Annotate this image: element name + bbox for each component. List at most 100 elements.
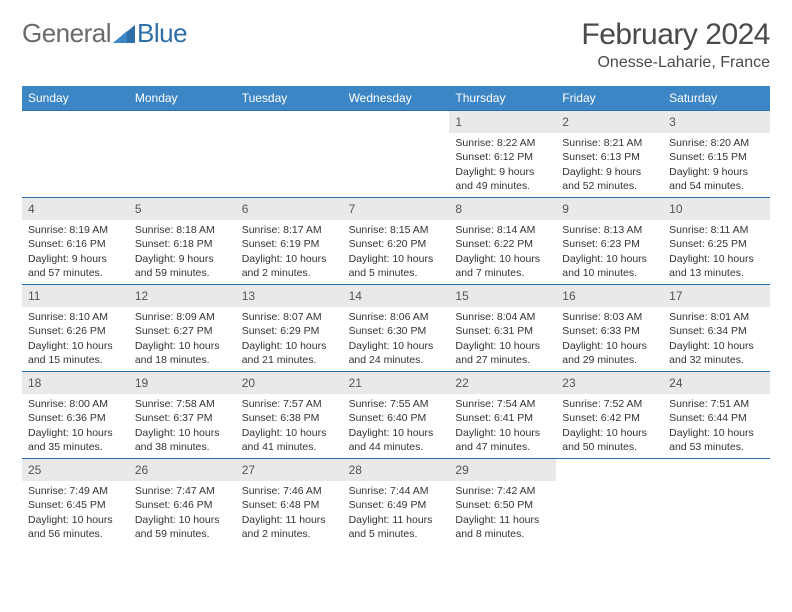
sunrise-line: Sunrise: 8:14 AM	[455, 223, 550, 237]
sunset-line: Sunset: 6:31 PM	[455, 324, 550, 338]
daylight-line: Daylight: 10 hours and 59 minutes.	[135, 513, 230, 541]
sunrise-line: Sunrise: 7:47 AM	[135, 484, 230, 498]
day-body: Sunrise: 7:54 AMSunset: 6:41 PMDaylight:…	[449, 394, 556, 458]
weeks-container: 1Sunrise: 8:22 AMSunset: 6:12 PMDaylight…	[22, 110, 770, 545]
sunset-line: Sunset: 6:46 PM	[135, 498, 230, 512]
dow-thursday: Thursday	[449, 86, 556, 110]
daylight-line: Daylight: 10 hours and 50 minutes.	[562, 426, 657, 454]
title-month: February 2024	[581, 18, 770, 52]
day-cell: 6Sunrise: 8:17 AMSunset: 6:19 PMDaylight…	[236, 198, 343, 284]
day-number: 17	[663, 285, 770, 307]
sunrise-line: Sunrise: 7:46 AM	[242, 484, 337, 498]
daylight-line: Daylight: 10 hours and 41 minutes.	[242, 426, 337, 454]
sunrise-line: Sunrise: 8:13 AM	[562, 223, 657, 237]
sunrise-line: Sunrise: 7:57 AM	[242, 397, 337, 411]
sunset-line: Sunset: 6:36 PM	[28, 411, 123, 425]
week-row: 18Sunrise: 8:00 AMSunset: 6:36 PMDayligh…	[22, 371, 770, 458]
day-cell: 26 Sunrise: 7:47 AMSunset: 6:46 PMDayligh…	[129, 459, 236, 545]
daylight-line: Daylight: 10 hours and 38 minutes.	[135, 426, 230, 454]
day-cell: 22Sunrise: 7:54 AMSunset: 6:41 PMDayligh…	[449, 372, 556, 458]
sunset-line: Sunset: 6:29 PM	[242, 324, 337, 338]
week-row: 4Sunrise: 8:19 AMSunset: 6:16 PMDaylight…	[22, 197, 770, 284]
sunset-line: Sunset: 6:45 PM	[28, 498, 123, 512]
sunset-line: Sunset: 6:19 PM	[242, 237, 337, 251]
sunset-line: Sunset: 6:27 PM	[135, 324, 230, 338]
sunset-line: Sunset: 6:48 PM	[242, 498, 337, 512]
sunrise-line: Sunrise: 7:55 AM	[349, 397, 444, 411]
sunset-line: Sunset: 6:18 PM	[135, 237, 230, 251]
day-body: Sunrise: 8:21 AMSunset: 6:13 PMDaylight:…	[556, 133, 663, 197]
day-body: Sunrise: 7:57 AMSunset: 6:38 PMDaylight:…	[236, 394, 343, 458]
sunset-line: Sunset: 6:26 PM	[28, 324, 123, 338]
day-body: Sunrise: 8:11 AMSunset: 6:25 PMDaylight:…	[663, 220, 770, 284]
sunset-line: Sunset: 6:41 PM	[455, 411, 550, 425]
sunrise-line: Sunrise: 8:07 AM	[242, 310, 337, 324]
day-body: Sunrise: 8:15 AMSunset: 6:20 PMDaylight:…	[343, 220, 450, 284]
daylight-line: Daylight: 10 hours and 27 minutes.	[455, 339, 550, 367]
sunset-line: Sunset: 6:50 PM	[455, 498, 550, 512]
day-cell	[663, 459, 770, 545]
day-body: Sunrise: 8:00 AMSunset: 6:36 PMDaylight:…	[22, 394, 129, 458]
daylight-line: Daylight: 10 hours and 35 minutes.	[28, 426, 123, 454]
day-cell: 15Sunrise: 8:04 AMSunset: 6:31 PMDayligh…	[449, 285, 556, 371]
day-cell: 27Sunrise: 7:46 AMSunset: 6:48 PMDayligh…	[236, 459, 343, 545]
sunset-line: Sunset: 6:42 PM	[562, 411, 657, 425]
day-body: Sunrise: 8:17 AMSunset: 6:19 PMDaylight:…	[236, 220, 343, 284]
dow-wednesday: Wednesday	[343, 86, 450, 110]
day-number: 16	[556, 285, 663, 307]
day-number: 4	[22, 198, 129, 220]
day-number: 10	[663, 198, 770, 220]
daylight-line: Daylight: 9 hours and 49 minutes.	[455, 165, 550, 193]
dow-monday: Monday	[129, 86, 236, 110]
week-row: 1Sunrise: 8:22 AMSunset: 6:12 PMDaylight…	[22, 110, 770, 197]
title-location: Onesse-Laharie, France	[581, 54, 770, 72]
day-number: 3	[663, 111, 770, 133]
sunrise-line: Sunrise: 7:58 AM	[135, 397, 230, 411]
daylight-line: Daylight: 9 hours and 59 minutes.	[135, 252, 230, 280]
sunrise-line: Sunrise: 7:52 AM	[562, 397, 657, 411]
daylight-line: Daylight: 10 hours and 18 minutes.	[135, 339, 230, 367]
daylight-line: Daylight: 11 hours and 2 minutes.	[242, 513, 337, 541]
day-number: 9	[556, 198, 663, 220]
day-cell: 23Sunrise: 7:52 AMSunset: 6:42 PMDayligh…	[556, 372, 663, 458]
day-body: Sunrise: 8:13 AMSunset: 6:23 PMDaylight:…	[556, 220, 663, 284]
day-body: Sunrise: 8:20 AMSunset: 6:15 PMDaylight:…	[663, 133, 770, 197]
day-cell: 29Sunrise: 7:42 AMSunset: 6:50 PMDayligh…	[449, 459, 556, 545]
daylight-line: Daylight: 10 hours and 24 minutes.	[349, 339, 444, 367]
day-body: Sunrise: 8:10 AMSunset: 6:26 PMDaylight:…	[22, 307, 129, 371]
dow-tuesday: Tuesday	[236, 86, 343, 110]
day-number: 12	[129, 285, 236, 307]
daylight-line: Daylight: 10 hours and 44 minutes.	[349, 426, 444, 454]
day-number: 13	[236, 285, 343, 307]
day-body: Sunrise: 7:42 AMSunset: 6:50 PMDaylight:…	[449, 481, 556, 545]
sunrise-line: Sunrise: 8:15 AM	[349, 223, 444, 237]
header: General Blue February 2024 Onesse-Lahari…	[22, 18, 770, 72]
day-body: Sunrise: 8:04 AMSunset: 6:31 PMDaylight:…	[449, 307, 556, 371]
day-number: 19	[129, 372, 236, 394]
week-row: 11Sunrise: 8:10 AMSunset: 6:26 PMDayligh…	[22, 284, 770, 371]
day-body: Sunrise: 8:14 AMSunset: 6:22 PMDaylight:…	[449, 220, 556, 284]
daylight-line: Daylight: 10 hours and 29 minutes.	[562, 339, 657, 367]
day-cell: 2Sunrise: 8:21 AMSunset: 6:13 PMDaylight…	[556, 111, 663, 197]
day-cell: 20Sunrise: 7:57 AMSunset: 6:38 PMDayligh…	[236, 372, 343, 458]
day-number: 26	[129, 459, 236, 481]
day-cell: 16Sunrise: 8:03 AMSunset: 6:33 PMDayligh…	[556, 285, 663, 371]
sunrise-line: Sunrise: 8:19 AM	[28, 223, 123, 237]
sunrise-line: Sunrise: 8:21 AM	[562, 136, 657, 150]
day-number: 15	[449, 285, 556, 307]
dow-sunday: Sunday	[22, 86, 129, 110]
daylight-line: Daylight: 9 hours and 52 minutes.	[562, 165, 657, 193]
dow-saturday: Saturday	[663, 86, 770, 110]
day-body: Sunrise: 7:58 AMSunset: 6:37 PMDaylight:…	[129, 394, 236, 458]
day-number: 5	[129, 198, 236, 220]
day-number: 11	[22, 285, 129, 307]
sunrise-line: Sunrise: 8:10 AM	[28, 310, 123, 324]
daylight-line: Daylight: 10 hours and 32 minutes.	[669, 339, 764, 367]
daylight-line: Daylight: 10 hours and 7 minutes.	[455, 252, 550, 280]
day-cell: 12Sunrise: 8:09 AMSunset: 6:27 PMDayligh…	[129, 285, 236, 371]
week-row: 25Sunrise: 7:49 AMSunset: 6:45 PMDayligh…	[22, 458, 770, 545]
sunrise-line: Sunrise: 8:22 AM	[455, 136, 550, 150]
sunrise-line: Sunrise: 8:06 AM	[349, 310, 444, 324]
day-cell: 7Sunrise: 8:15 AMSunset: 6:20 PMDaylight…	[343, 198, 450, 284]
sunset-line: Sunset: 6:34 PM	[669, 324, 764, 338]
